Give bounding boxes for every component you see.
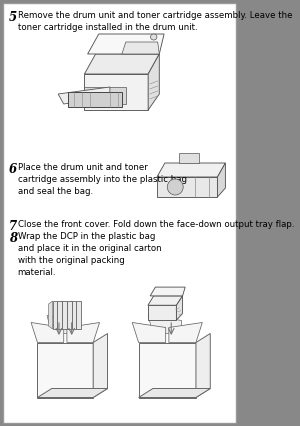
Polygon shape [179,153,199,163]
Polygon shape [52,301,57,329]
Polygon shape [57,301,62,329]
Polygon shape [150,287,185,296]
Ellipse shape [151,34,157,40]
Polygon shape [139,389,210,397]
Polygon shape [84,87,126,104]
Polygon shape [84,74,148,110]
Polygon shape [58,87,110,104]
Polygon shape [157,163,225,177]
Text: 8: 8 [9,232,17,245]
Polygon shape [72,301,76,329]
FancyBboxPatch shape [3,3,236,423]
Polygon shape [88,34,164,54]
Polygon shape [157,177,218,197]
Text: 5: 5 [9,11,17,24]
Polygon shape [49,301,52,329]
Polygon shape [31,322,64,343]
Text: Place the drum unit and toner
cartridge assembly into the plastic bag
and seal t: Place the drum unit and toner cartridge … [17,163,187,196]
Polygon shape [139,343,196,397]
Polygon shape [122,42,159,54]
Polygon shape [67,322,100,343]
Text: Remove the drum unit and toner cartridge assembly. Leave the
toner cartridge ins: Remove the drum unit and toner cartridge… [17,11,292,32]
Text: Wrap the DCP in the plastic bag
and place it in the original carton
with the ori: Wrap the DCP in the plastic bag and plac… [17,232,161,277]
Polygon shape [148,296,183,305]
Text: 6: 6 [9,163,17,176]
Polygon shape [93,334,107,397]
Polygon shape [68,301,72,329]
Text: 7: 7 [9,220,17,233]
Polygon shape [148,305,176,320]
Polygon shape [76,301,81,329]
Polygon shape [218,163,225,197]
Polygon shape [62,301,67,329]
Polygon shape [38,343,93,397]
Polygon shape [196,334,210,397]
Ellipse shape [167,179,183,195]
Polygon shape [47,316,80,334]
Polygon shape [67,301,72,329]
Polygon shape [148,54,159,110]
Polygon shape [176,296,183,320]
Polygon shape [148,316,182,334]
Polygon shape [84,54,159,74]
Polygon shape [169,322,202,343]
Text: Close the front cover. Fold down the face-down output tray flap.: Close the front cover. Fold down the fac… [17,220,294,229]
Polygon shape [38,389,107,397]
Polygon shape [132,322,166,343]
Polygon shape [58,301,62,329]
Polygon shape [68,92,122,107]
